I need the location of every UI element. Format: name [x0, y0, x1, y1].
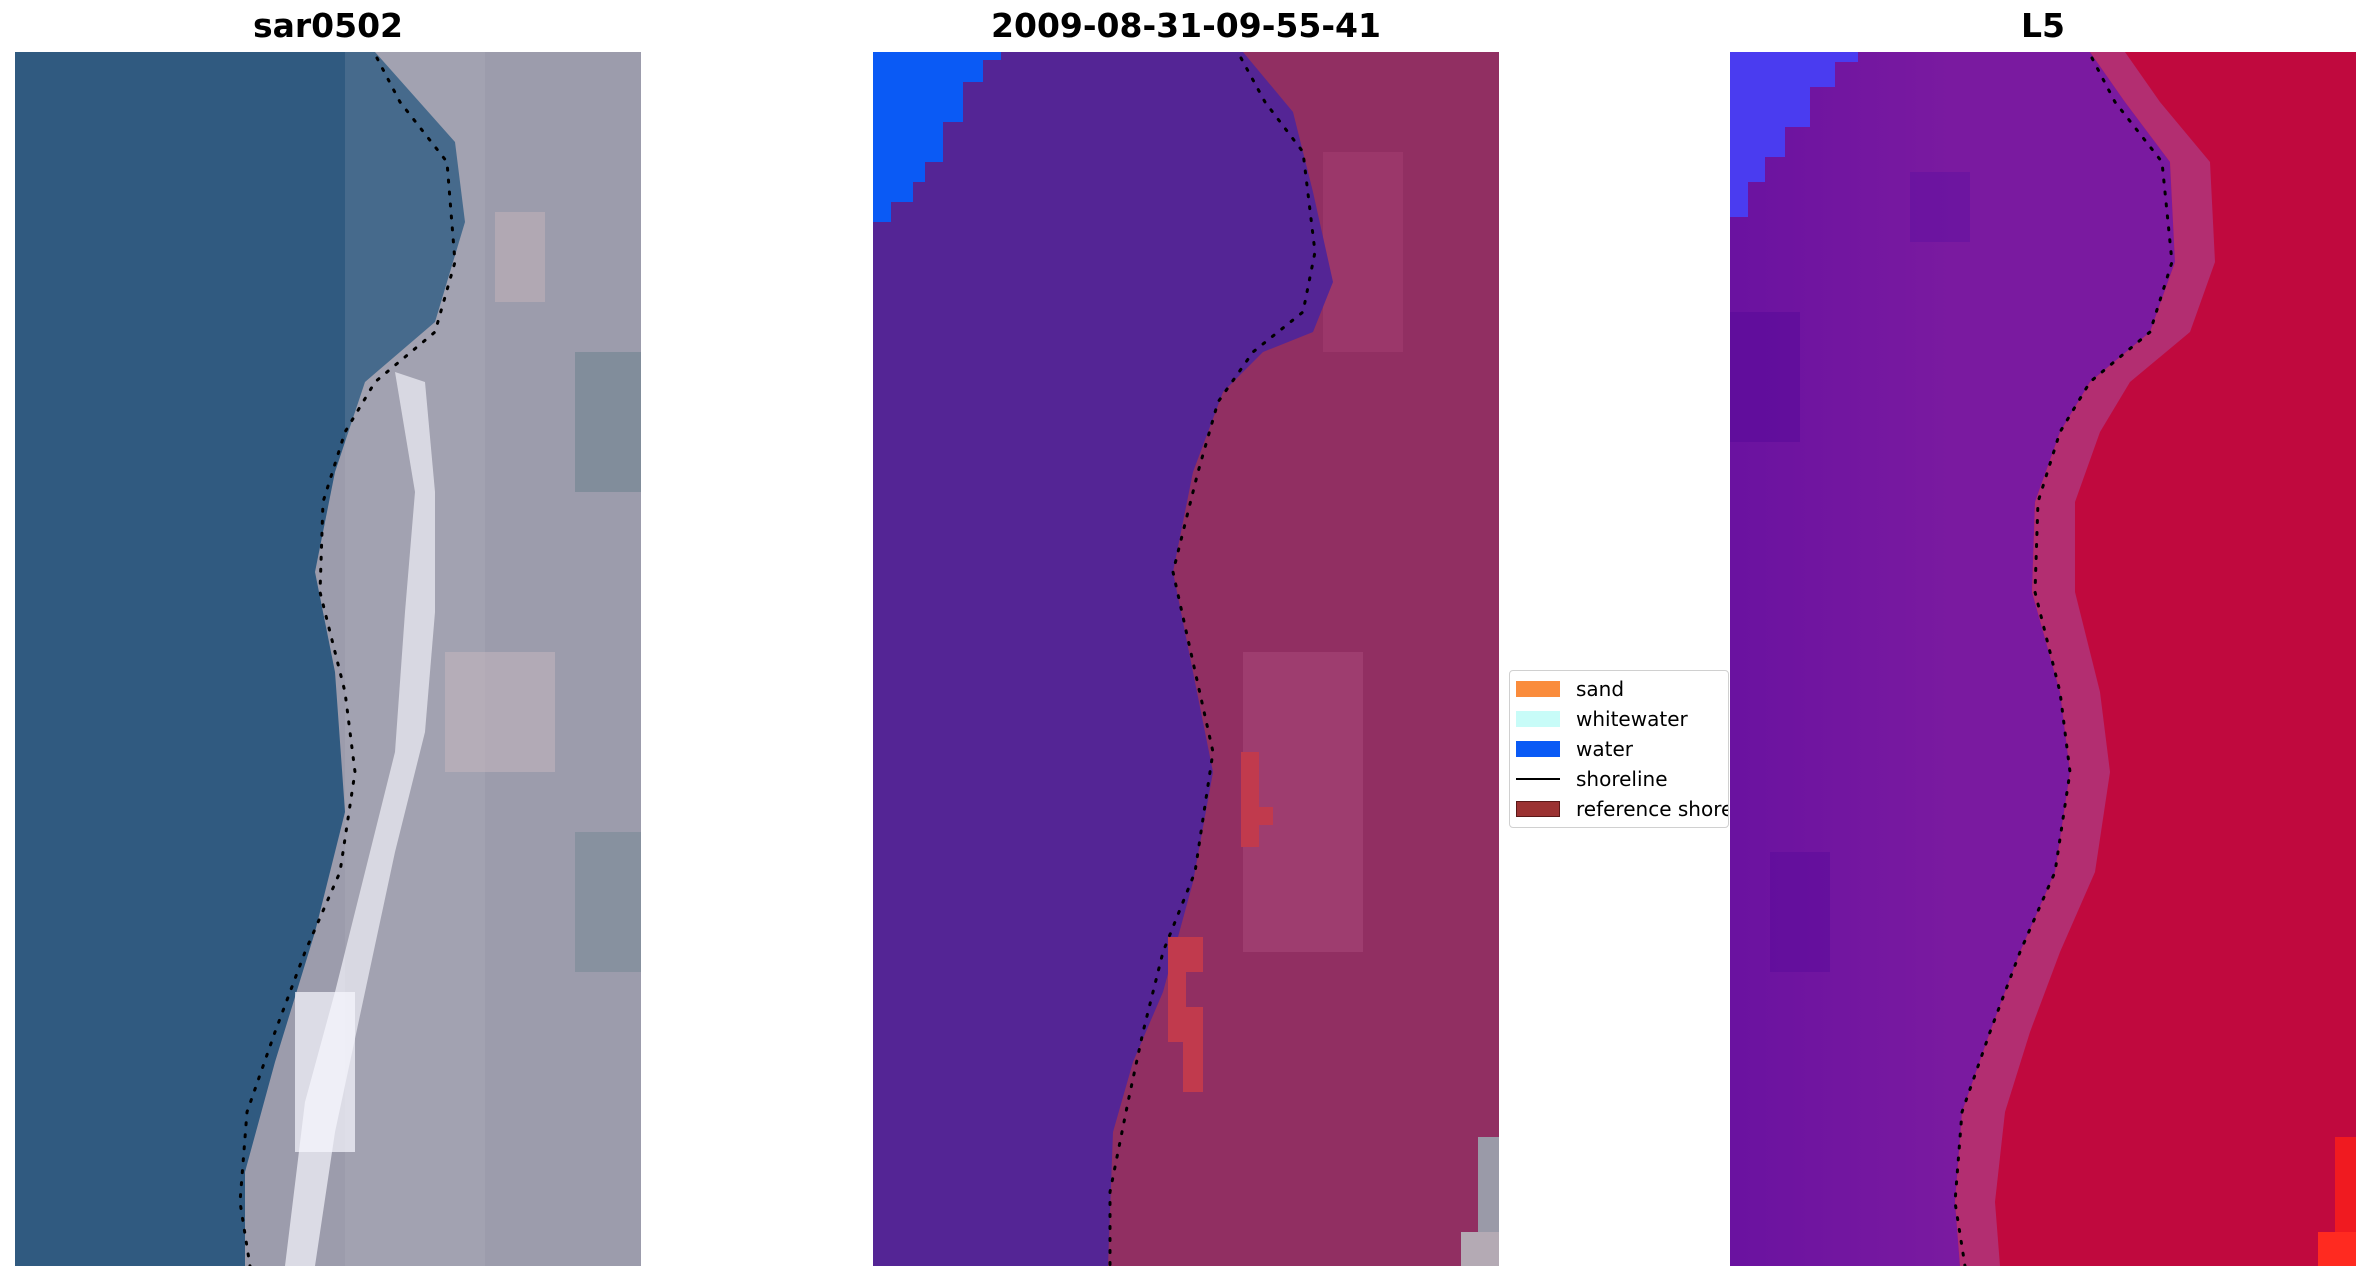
- panel-title-index: L5: [2021, 6, 2065, 45]
- shoreline-line-swatch: [1516, 778, 1560, 780]
- water-swatch: [1516, 741, 1560, 757]
- legend: sand whitewater water shoreline referenc…: [1509, 670, 1729, 828]
- shoreline-dots: [1108, 56, 1317, 1266]
- blue-water-corner: [873, 52, 1001, 222]
- index-image-panel: [1730, 52, 2356, 1266]
- reference-patch: [1168, 937, 1203, 972]
- low-index-region: [1730, 52, 2175, 1266]
- sand-swatch: [1516, 681, 1560, 697]
- blue-corner: [1730, 52, 1858, 217]
- panel-title-classified: 2009-08-31-09-55-41: [991, 6, 1381, 45]
- classified-image-panel: [873, 52, 1499, 1266]
- rgb-image-panel: [15, 52, 641, 1266]
- reference-patch: [1241, 752, 1259, 847]
- water-class-region: [873, 52, 1333, 1266]
- shoreline-dots: [238, 56, 457, 1266]
- legend-item-whitewater: whitewater: [1516, 707, 1688, 731]
- legend-item-water: water: [1516, 737, 1633, 761]
- legend-label: sand: [1576, 677, 1625, 701]
- legend-label: whitewater: [1576, 707, 1688, 731]
- legend-item-shoreline: shoreline: [1516, 767, 1668, 791]
- legend-label: water: [1576, 737, 1633, 761]
- shoreline-dots: [1953, 56, 2174, 1266]
- legend-item-sand: sand: [1516, 677, 1624, 701]
- reference-shoreline-swatch: [1516, 801, 1560, 817]
- panel-title-rgb: sar0502: [252, 6, 404, 45]
- legend-label: shoreline: [1576, 767, 1668, 791]
- legend-label: reference shoreline: [1576, 797, 1728, 821]
- whitewater-swatch: [1516, 711, 1560, 727]
- legend-item-reference-shoreline: reference shoreline: [1516, 797, 1728, 821]
